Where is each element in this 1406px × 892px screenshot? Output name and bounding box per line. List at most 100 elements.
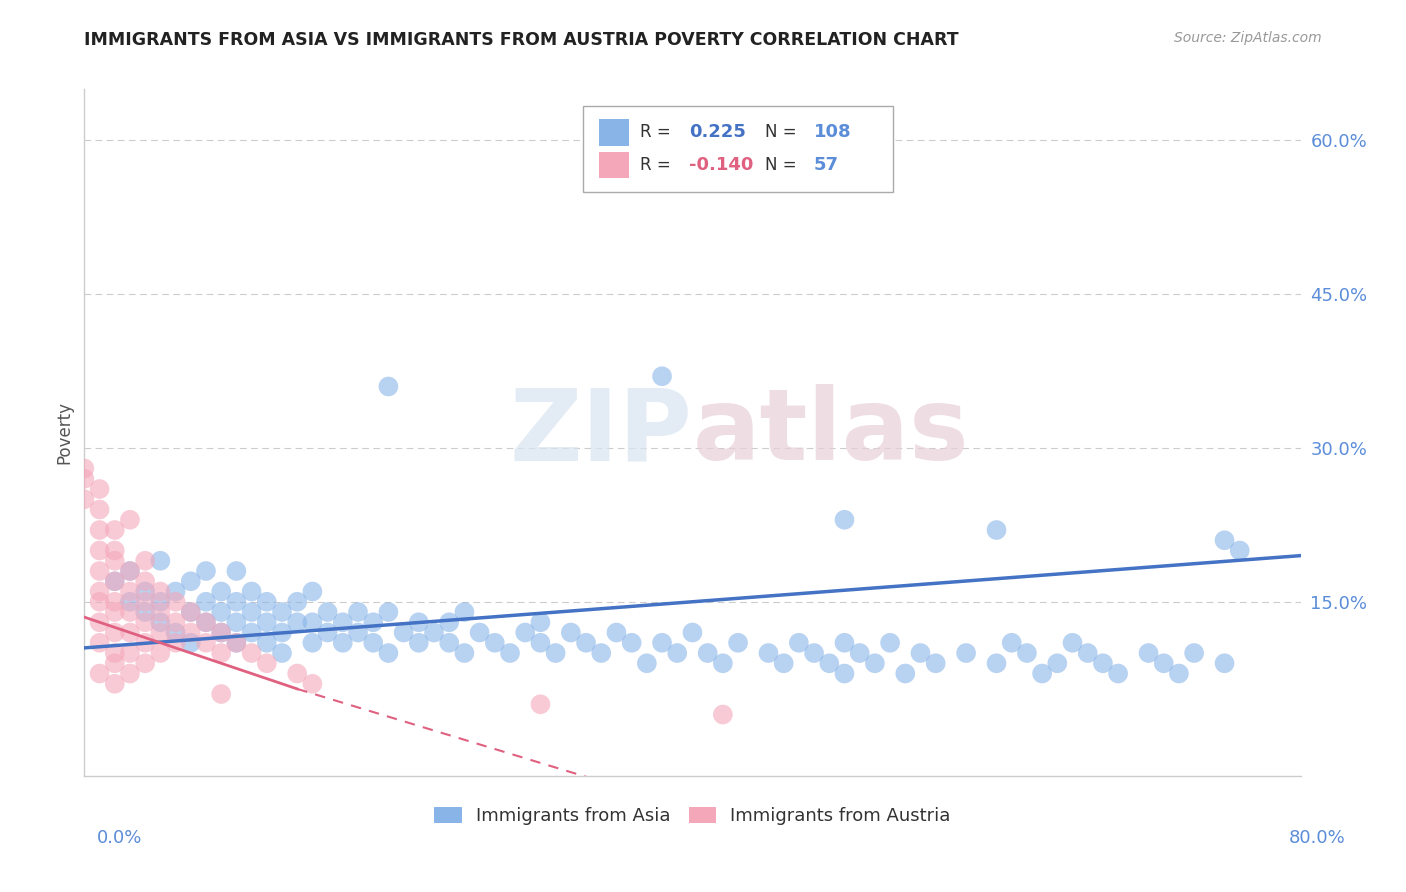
Point — [301, 677, 323, 691]
Point — [347, 625, 370, 640]
Point — [194, 636, 218, 650]
Point — [118, 595, 141, 609]
Point — [1001, 636, 1024, 650]
Point — [1229, 543, 1251, 558]
Point — [225, 636, 247, 650]
Point — [560, 625, 582, 640]
Point — [104, 523, 127, 537]
Point — [104, 677, 127, 691]
Point — [256, 595, 278, 609]
Point — [118, 564, 141, 578]
Point — [149, 625, 172, 640]
Point — [986, 523, 1008, 537]
Point — [194, 615, 218, 630]
Point — [316, 625, 339, 640]
Point — [1137, 646, 1160, 660]
Text: 80.0%: 80.0% — [1289, 829, 1346, 847]
Point — [118, 605, 141, 619]
Point — [863, 657, 886, 671]
Point — [194, 595, 218, 609]
Point — [209, 625, 232, 640]
Point — [134, 605, 156, 619]
Point — [225, 595, 247, 609]
Point — [316, 605, 339, 619]
Point — [89, 584, 111, 599]
Point — [879, 636, 901, 650]
Point — [134, 636, 156, 650]
Point — [544, 646, 567, 660]
Point — [89, 543, 111, 558]
Point — [347, 605, 370, 619]
Point — [377, 379, 399, 393]
Point — [225, 564, 247, 578]
Point — [439, 615, 461, 630]
Point — [986, 657, 1008, 671]
Point — [332, 615, 354, 630]
Text: atlas: atlas — [693, 384, 969, 481]
Point — [180, 605, 202, 619]
Point — [651, 369, 673, 384]
Point — [1062, 636, 1084, 650]
Point — [696, 646, 718, 660]
Text: ZIP: ZIP — [509, 384, 693, 481]
Y-axis label: Poverty: Poverty — [55, 401, 73, 464]
Text: 108: 108 — [814, 123, 852, 142]
Point — [209, 584, 232, 599]
Point — [104, 543, 127, 558]
Point — [104, 657, 127, 671]
Point — [89, 482, 111, 496]
Point — [834, 666, 856, 681]
Point — [529, 698, 551, 712]
Point — [118, 646, 141, 660]
Point — [225, 636, 247, 650]
Point — [515, 625, 537, 640]
Point — [682, 625, 704, 640]
Point — [240, 584, 263, 599]
Point — [591, 646, 613, 660]
Point — [1213, 657, 1236, 671]
Point — [180, 605, 202, 619]
Point — [1167, 666, 1189, 681]
Point — [165, 615, 187, 630]
Point — [651, 636, 673, 650]
Legend: Immigrants from Asia, Immigrants from Austria: Immigrants from Asia, Immigrants from Au… — [427, 799, 957, 832]
Point — [453, 605, 475, 619]
Point — [256, 657, 278, 671]
Point — [1091, 657, 1114, 671]
Point — [772, 657, 794, 671]
Point — [118, 564, 141, 578]
Point — [104, 574, 127, 589]
Point — [1153, 657, 1175, 671]
Point — [894, 666, 917, 681]
Point — [104, 574, 127, 589]
Point — [271, 625, 294, 640]
Point — [225, 615, 247, 630]
Point — [834, 513, 856, 527]
Point — [209, 646, 232, 660]
Point — [134, 584, 156, 599]
Point — [271, 646, 294, 660]
Text: 0.225: 0.225 — [689, 123, 745, 142]
Point — [256, 615, 278, 630]
Point — [758, 646, 780, 660]
Point — [711, 657, 734, 671]
Point — [149, 646, 172, 660]
Text: -0.140: -0.140 — [689, 156, 754, 174]
Point — [180, 625, 202, 640]
Point — [134, 574, 156, 589]
Point — [134, 657, 156, 671]
Point — [240, 605, 263, 619]
Point — [301, 615, 323, 630]
Point — [104, 595, 127, 609]
Text: IMMIGRANTS FROM ASIA VS IMMIGRANTS FROM AUSTRIA POVERTY CORRELATION CHART: IMMIGRANTS FROM ASIA VS IMMIGRANTS FROM … — [84, 31, 959, 49]
Point — [104, 625, 127, 640]
Point — [727, 636, 749, 650]
Point — [73, 472, 96, 486]
Text: Source: ZipAtlas.com: Source: ZipAtlas.com — [1174, 31, 1322, 45]
Point — [134, 615, 156, 630]
Point — [439, 636, 461, 650]
Point — [180, 636, 202, 650]
Point — [1077, 646, 1099, 660]
Point — [118, 584, 141, 599]
Point — [180, 574, 202, 589]
